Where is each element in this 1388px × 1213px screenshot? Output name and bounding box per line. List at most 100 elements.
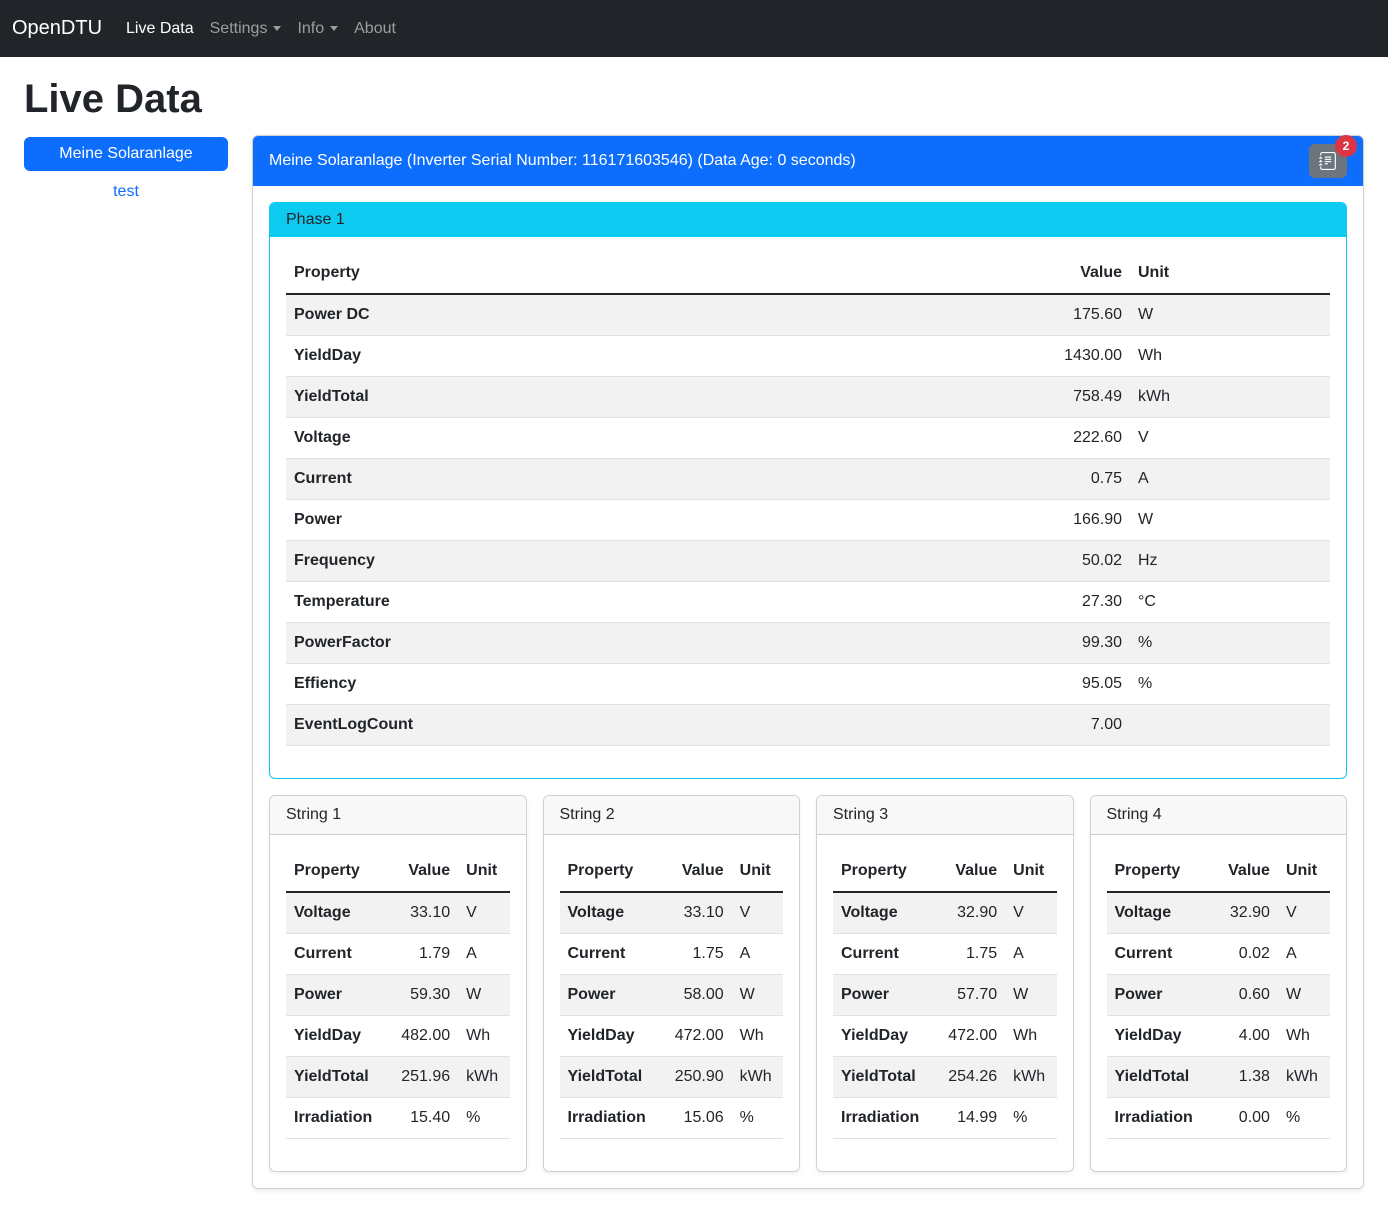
property-cell: Current: [1106, 933, 1201, 975]
string-table: Property Value Unit Voltage 33.10 V Curr…: [286, 851, 510, 1139]
property-cell: Voltage: [833, 892, 928, 934]
table-row: Current 1.75 A: [559, 933, 783, 975]
nav-item-label: About: [354, 19, 396, 37]
table-row: Current 1.75 A: [833, 933, 1057, 975]
table-row: YieldTotal 758.49 kWh: [286, 376, 1330, 418]
table-row: Current 1.79 A: [286, 933, 510, 975]
nav-item-live-data[interactable]: Live Data: [118, 12, 202, 46]
table-row: Power 58.00 W: [559, 974, 783, 1016]
unit-cell: %: [1130, 622, 1330, 664]
property-cell: Frequency: [286, 540, 1020, 582]
string-table: Property Value Unit Voltage 32.90 V Curr…: [833, 851, 1057, 1139]
value-cell: 472.00: [653, 1015, 732, 1057]
value-cell: 4.00: [1200, 1015, 1278, 1057]
unit-cell: kWh: [1277, 1056, 1330, 1098]
string-card-title: String 1: [270, 796, 526, 835]
table-row: Effiency 95.05 %: [286, 663, 1330, 705]
column-header-property: Property: [559, 851, 654, 893]
navbar-brand[interactable]: OpenDTU: [12, 17, 103, 39]
chevron-down-icon: [330, 26, 339, 31]
property-cell: Irradiation: [1106, 1097, 1201, 1139]
nav-item-info[interactable]: Info: [289, 12, 346, 46]
unit-cell: W: [458, 974, 510, 1016]
column-header-unit: Unit: [458, 851, 510, 893]
property-cell: Power: [1106, 974, 1201, 1016]
chevron-down-icon: [273, 26, 282, 31]
unit-cell: A: [458, 933, 510, 975]
string-card-title: String 4: [1090, 796, 1346, 835]
value-cell: 1430.00: [1020, 335, 1130, 377]
property-cell: YieldDay: [1106, 1015, 1201, 1057]
table-row: YieldTotal 250.90 kWh: [559, 1056, 783, 1098]
value-cell: 472.00: [927, 1015, 1006, 1057]
property-cell: YieldDay: [286, 1015, 381, 1057]
value-cell: 254.26: [927, 1056, 1006, 1098]
inverter-card-body: Phase 1 Property Value Unit: [253, 186, 1363, 1188]
unit-cell: A: [1005, 933, 1057, 975]
unit-cell: A: [1277, 933, 1330, 975]
inverter-select-button-meine-solaranlage[interactable]: Meine Solaranlage: [24, 137, 228, 171]
inverter-header-text: Meine Solaranlage (Inverter Serial Numbe…: [269, 152, 856, 169]
table-row: YieldDay 482.00 Wh: [286, 1015, 510, 1057]
value-cell: 1.75: [653, 933, 732, 975]
value-cell: 32.90: [927, 892, 1006, 934]
property-cell: Voltage: [286, 892, 381, 934]
inverter-card-header: Meine Solaranlage (Inverter Serial Numbe…: [253, 135, 1363, 186]
table-row: Power 59.30 W: [286, 974, 510, 1016]
phase-table: Property Value Unit Power DC 175.60 W Yi…: [286, 253, 1330, 746]
property-cell: Power: [286, 499, 1020, 541]
table-row: Power 166.90 W: [286, 499, 1330, 541]
unit-cell: kWh: [1130, 376, 1330, 418]
unit-cell: Wh: [1005, 1015, 1057, 1057]
property-cell: Irradiation: [286, 1097, 381, 1139]
column-header-property: Property: [1106, 851, 1201, 893]
eventlog-button[interactable]: 2: [1309, 135, 1357, 178]
unit-cell: [1130, 704, 1330, 746]
string-card-4: String 4 Property Value Unit: [1089, 795, 1347, 1172]
phase-card: Phase 1 Property Value Unit: [269, 202, 1347, 779]
string-card-2: String 2 Property Value Unit: [542, 795, 800, 1172]
property-cell: Current: [559, 933, 654, 975]
value-cell: 15.40: [380, 1097, 459, 1139]
value-cell: 33.10: [380, 892, 459, 934]
table-header-row: Property Value Unit: [833, 851, 1057, 893]
table-row: Voltage 33.10 V: [559, 892, 783, 934]
unit-cell: W: [1130, 499, 1330, 541]
value-cell: 14.99: [927, 1097, 1006, 1139]
unit-cell: V: [458, 892, 510, 934]
value-cell: 1.38: [1200, 1056, 1278, 1098]
value-cell: 0.60: [1200, 974, 1278, 1016]
nav-item-label: Live Data: [126, 19, 194, 37]
unit-cell: %: [731, 1097, 783, 1139]
string-card-3: String 3 Property Value Unit: [816, 795, 1074, 1172]
table-row: Voltage 222.60 V: [286, 417, 1330, 459]
property-cell: PowerFactor: [286, 622, 1020, 664]
column-header-value: Value: [653, 851, 732, 893]
unit-cell: %: [1005, 1097, 1057, 1139]
phase-card-body: Property Value Unit Power DC 175.60 W Yi…: [270, 237, 1346, 778]
value-cell: 166.90: [1020, 499, 1130, 541]
table-row: YieldDay 4.00 Wh: [1106, 1015, 1330, 1057]
nav-item-about[interactable]: About: [346, 12, 404, 46]
nav-item-settings[interactable]: Settings: [202, 12, 290, 46]
unit-cell: Wh: [1130, 335, 1330, 377]
string-card-body: Property Value Unit Voltage 32.90 V Curr…: [1091, 835, 1347, 1171]
value-cell: 57.70: [927, 974, 1006, 1016]
table-row: Power DC 175.60 W: [286, 294, 1330, 336]
value-cell: 59.30: [380, 974, 459, 1016]
property-cell: YieldDay: [286, 335, 1020, 377]
column-header-property: Property: [286, 851, 381, 893]
property-cell: Irradiation: [833, 1097, 928, 1139]
property-cell: YieldTotal: [559, 1056, 654, 1098]
inverter-card: Meine Solaranlage (Inverter Serial Numbe…: [252, 135, 1364, 1189]
phase-card-title: Phase 1: [270, 203, 1346, 237]
column-header-value: Value: [1020, 253, 1130, 295]
inverter-sidebar: Meine Solaranlage test: [24, 135, 228, 201]
property-cell: Temperature: [286, 581, 1020, 623]
value-cell: 15.06: [653, 1097, 732, 1139]
property-cell: Irradiation: [559, 1097, 654, 1139]
table-row: PowerFactor 99.30 %: [286, 622, 1330, 664]
unit-cell: V: [1005, 892, 1057, 934]
inverter-select-link-test[interactable]: test: [113, 183, 139, 200]
unit-cell: W: [1277, 974, 1330, 1016]
